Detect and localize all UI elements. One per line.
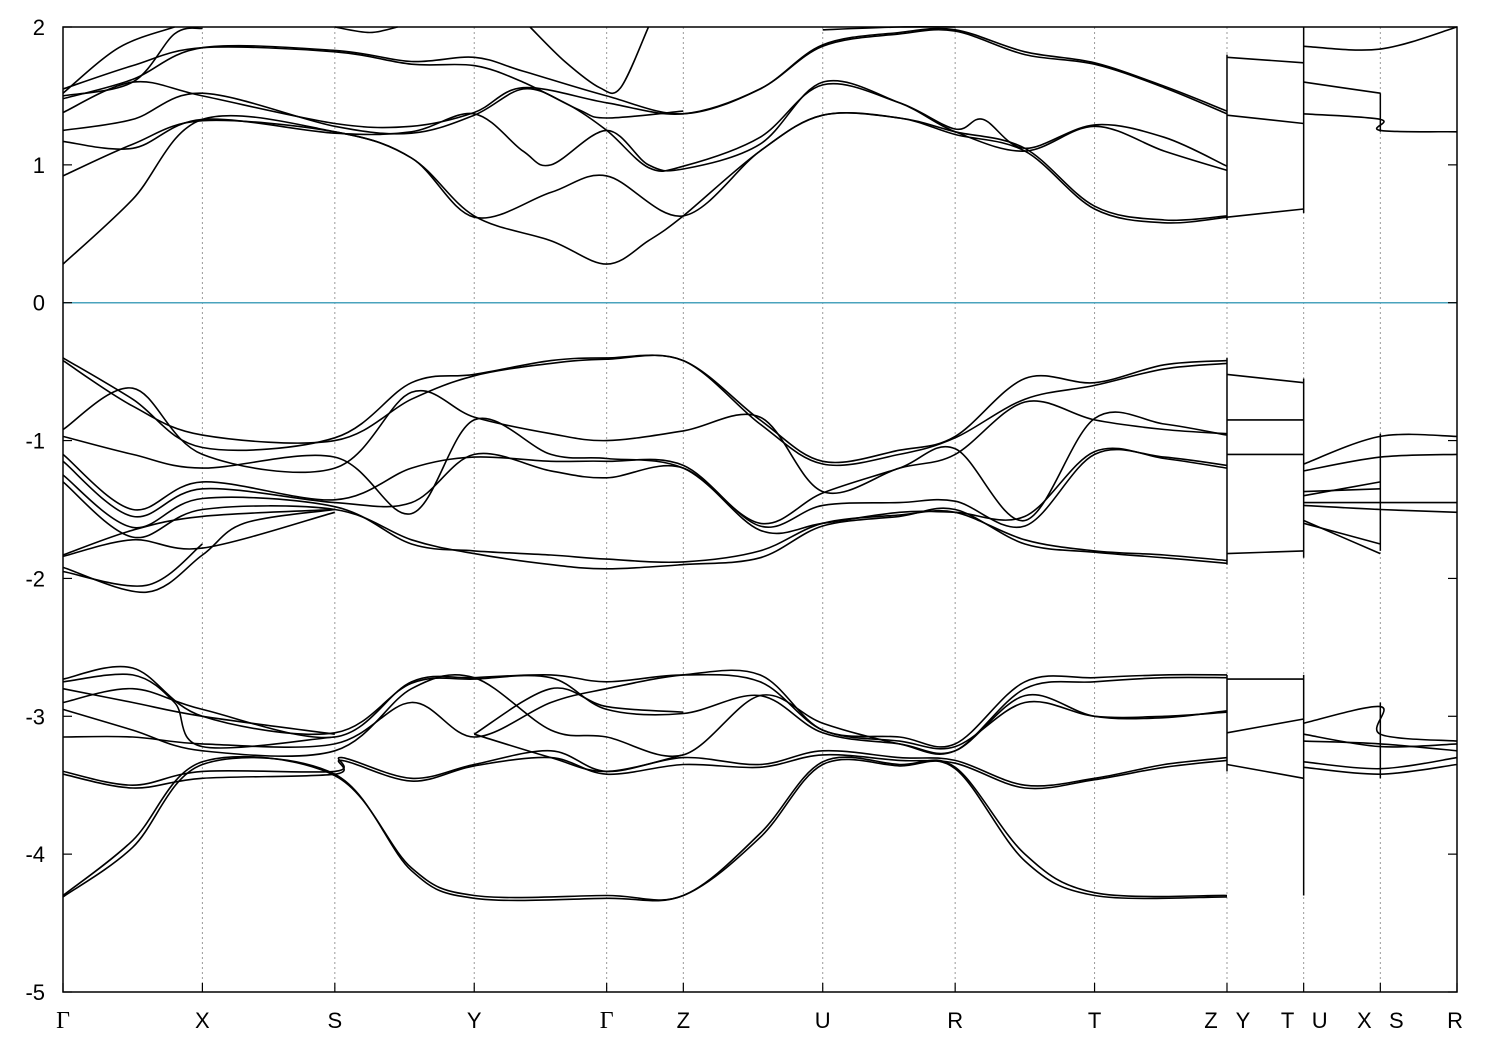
band-line	[1303, 522, 1381, 545]
band-line	[62, 687, 335, 735]
band-line	[1303, 26, 1458, 51]
kpoint-label: Γ	[56, 1008, 70, 1034]
band-line	[1303, 81, 1381, 94]
band-line	[62, 673, 1228, 750]
band-line	[62, 543, 203, 587]
y-tick-label: 0	[33, 291, 45, 316]
band-line	[62, 83, 1228, 172]
band-line	[62, 474, 1228, 564]
plot-frame	[62, 26, 1458, 993]
kpoint-label: Z	[1204, 1008, 1217, 1033]
band-line	[62, 27, 1228, 115]
band-line	[62, 511, 336, 558]
band-line	[62, 111, 1228, 224]
band-line	[62, 673, 335, 749]
band-line	[1226, 56, 1304, 64]
y-tick-label: 2	[33, 15, 45, 40]
band-line	[1226, 114, 1304, 125]
path-discontinuities	[1226, 27, 1382, 896]
band-line	[62, 354, 1228, 467]
band-line	[62, 481, 1228, 570]
band-line	[62, 79, 1228, 172]
y-tick-label: -3	[25, 704, 45, 729]
band-line	[62, 508, 335, 556]
band-line	[473, 733, 684, 773]
kpoint-label: Z	[677, 1008, 690, 1033]
kpoint-label: X	[195, 1008, 210, 1033]
kpoint-label: R	[1447, 1008, 1463, 1033]
band-line	[1226, 763, 1304, 780]
band-line	[62, 27, 203, 97]
band-line	[62, 448, 1228, 529]
kpoint-label: Y	[1236, 1008, 1251, 1033]
band-line	[334, 26, 398, 34]
y-axis-ticks: 2 1 0 -1 -2 -3 -4 -5	[25, 15, 1457, 1005]
kpoint-label: R	[947, 1008, 963, 1033]
band-line	[62, 447, 1228, 535]
band-curves	[62, 25, 1458, 902]
y-tick-label: -4	[25, 842, 45, 867]
kpoint-label: Γ	[600, 1008, 614, 1034]
kpoint-label: S	[1389, 1008, 1404, 1033]
band-line	[62, 387, 1228, 494]
band-line	[62, 673, 1228, 758]
band-line	[62, 756, 1228, 902]
band-line	[1226, 550, 1304, 555]
kpoint-label: U	[815, 1008, 831, 1033]
band-line	[62, 508, 335, 594]
band-line	[62, 46, 684, 119]
kpoint-label: Y	[467, 1008, 482, 1033]
band-line	[62, 753, 1228, 790]
band-line	[473, 687, 684, 735]
y-tick-label: -1	[25, 429, 45, 454]
band-line	[529, 26, 650, 95]
band-line	[62, 665, 1228, 755]
y-tick-label: -5	[25, 980, 45, 1005]
band-line	[1226, 718, 1304, 734]
y-tick-label: 1	[33, 153, 45, 178]
band-line	[1226, 208, 1304, 218]
kpoint-label: X	[1357, 1008, 1372, 1033]
band-line	[1226, 373, 1304, 384]
band-line	[62, 669, 1228, 749]
y-tick-label: -2	[25, 566, 45, 591]
band-line	[1303, 488, 1381, 493]
kpoint-label: T	[1088, 1008, 1101, 1033]
kpoint-label: T	[1281, 1008, 1294, 1033]
band-line	[1303, 519, 1381, 555]
band-line	[62, 26, 175, 94]
band-line	[1303, 481, 1381, 497]
kpoint-label: S	[327, 1008, 342, 1033]
kpoint-label: U	[1312, 1008, 1328, 1033]
